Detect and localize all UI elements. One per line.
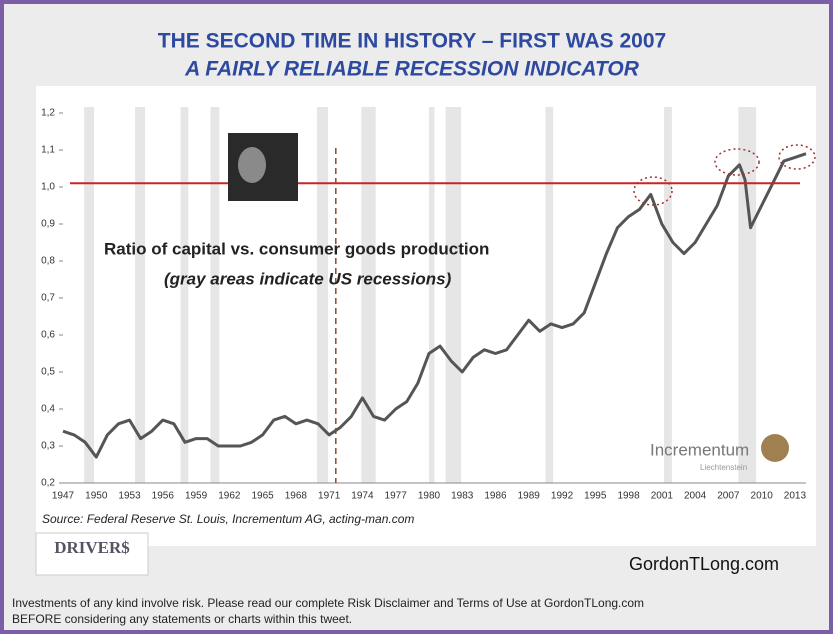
x-tick-label: 1983 <box>451 491 474 502</box>
disclaimer: Investments of any kind involve risk. Pl… <box>12 596 644 610</box>
logo-text: Incrementum <box>650 440 749 459</box>
recession-band <box>738 107 757 483</box>
annotation: (gray areas indicate US recessions) <box>164 269 452 288</box>
y-tick-label: 1,0 <box>41 182 55 193</box>
x-tick-label: 1992 <box>551 491 574 502</box>
chart-panel <box>36 86 816 546</box>
highlight-circle <box>778 144 816 170</box>
x-tick-label: 1980 <box>418 491 441 502</box>
plot: 0,2 0,3 0,4 0,5 0,6 0,7 0,8 0,9 1,0 1,1 1,2 1947 195… <box>41 107 807 502</box>
y-tick-label: 0,5 <box>41 367 55 378</box>
recession-band <box>664 107 672 483</box>
x-tick-label: 1962 <box>218 491 241 502</box>
recession-band <box>445 107 462 483</box>
x-tick-label: 1989 <box>518 491 541 502</box>
highlight-circle <box>633 176 673 206</box>
y-tick-label: 0,7 <box>41 293 55 304</box>
recession-band <box>316 107 329 483</box>
y-tick-label: 0,9 <box>41 219 55 230</box>
y-tick-label: 0,6 <box>41 330 55 341</box>
x-tick-label: 2013 <box>784 491 807 502</box>
recession-band <box>180 107 189 483</box>
site-name: GordonTLong.com <box>629 554 779 574</box>
y-tick-label: 0,4 <box>41 404 55 415</box>
y-tick-label: 1,1 <box>41 145 55 156</box>
x-tick-label: 1965 <box>251 491 274 502</box>
x-tick-label: 1953 <box>118 491 141 502</box>
x-tick-label: 1947 <box>52 491 75 502</box>
y-tick-label: 1,2 <box>41 108 55 119</box>
x-tick-label: 2001 <box>651 491 674 502</box>
x-tick-label: 1959 <box>185 491 208 502</box>
x-tick-label: 1995 <box>584 491 607 502</box>
x-tick-label: 1977 <box>385 491 408 502</box>
source: Source: Federal Reserve St. Louis, Incre… <box>42 512 414 526</box>
data-line <box>62 152 807 459</box>
annotation: Ratio of capital vs. consumer goods prod… <box>104 239 489 258</box>
y-tick-label: 0,3 <box>41 441 55 452</box>
x-tick-label: 2010 <box>751 491 774 502</box>
subtitle: A FAIRLY RELIABLE RECESSION INDICATOR <box>184 58 640 81</box>
x-tick-label: 1974 <box>351 491 374 502</box>
disclaimer: BEFORE considering any statements or cha… <box>12 612 352 626</box>
x-tick-label: 1971 <box>318 491 341 502</box>
x-tick-label: 1950 <box>85 491 108 502</box>
x-tick-label: 1986 <box>484 491 507 502</box>
photo-figure <box>238 147 266 183</box>
drivers-logo: DRIVER$ <box>54 538 130 557</box>
y-tick-label: 0,2 <box>41 478 55 489</box>
recession-band <box>210 107 220 483</box>
recession-band <box>428 107 435 483</box>
title: THE SECOND TIME IN HISTORY – FIRST WAS 2… <box>158 30 666 53</box>
x-tick-label: 2007 <box>717 491 740 502</box>
y-tick-label: 0,8 <box>41 256 55 267</box>
x-tick-label: 1956 <box>152 491 175 502</box>
x-tick-label: 1998 <box>617 491 640 502</box>
highlight-circle <box>714 148 760 176</box>
recession-band <box>135 107 146 483</box>
logo-tree <box>761 434 789 462</box>
recession-band <box>361 107 376 483</box>
recession-band <box>84 107 95 483</box>
x-tick-label: 1968 <box>285 491 308 502</box>
logo-subtext: Liechtenstein <box>700 463 747 472</box>
recession-band <box>545 107 554 483</box>
drivers-logo-box <box>35 532 149 576</box>
x-tick-label: 2004 <box>684 491 707 502</box>
